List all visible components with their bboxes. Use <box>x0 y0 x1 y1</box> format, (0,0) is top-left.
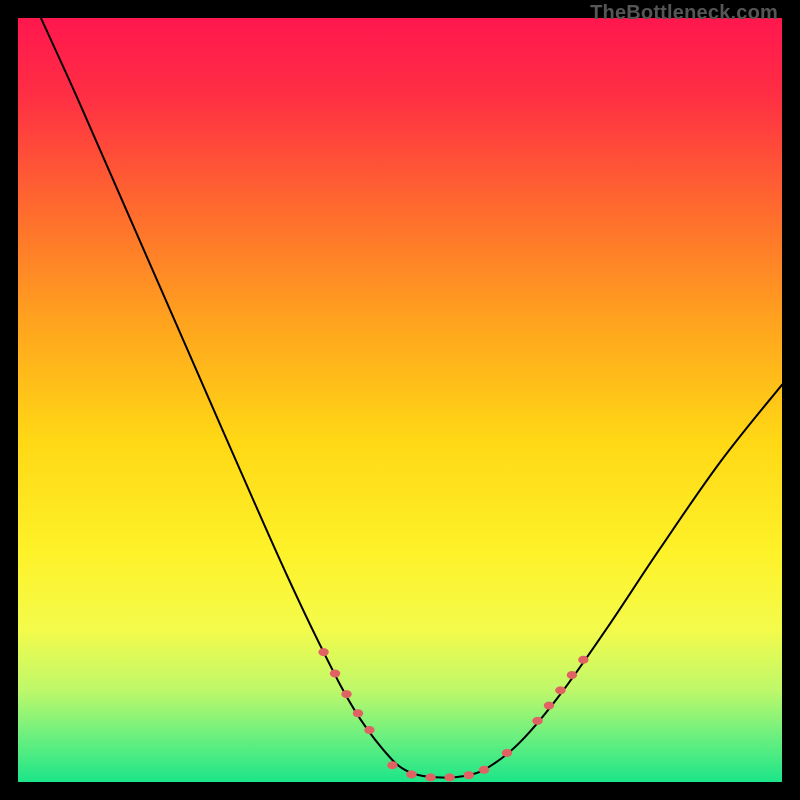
watermark: TheBottleneck.com <box>590 2 778 25</box>
chart-svg <box>18 18 782 782</box>
marker-dot <box>544 702 554 710</box>
marker-dot <box>532 717 542 725</box>
bottleneck-curve <box>41 18 782 778</box>
marker-dot <box>464 771 474 779</box>
marker-dot <box>387 761 397 769</box>
marker-cluster <box>318 648 588 781</box>
plot-area <box>18 18 782 782</box>
marker-dot <box>502 749 512 757</box>
marker-dot <box>318 648 328 656</box>
marker-dot <box>555 686 565 694</box>
marker-dot <box>567 671 577 679</box>
marker-dot <box>479 766 489 774</box>
marker-dot <box>406 770 416 778</box>
marker-dot <box>353 709 363 717</box>
marker-dot <box>341 690 351 698</box>
marker-dot <box>364 726 374 734</box>
marker-dot <box>444 773 454 781</box>
marker-dot <box>425 773 435 781</box>
marker-dot <box>578 656 588 664</box>
marker-dot <box>330 670 340 678</box>
